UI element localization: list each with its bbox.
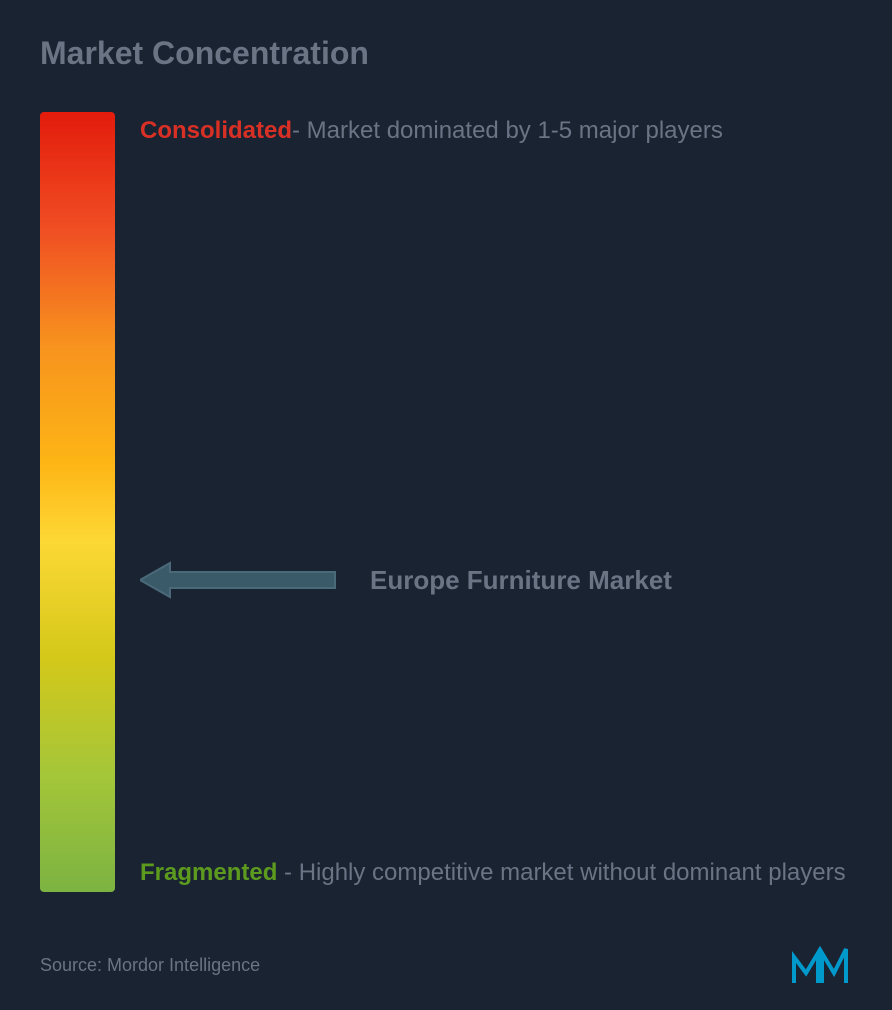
consolidated-text: Consolidated- Market dominated by 1-5 ma…: [140, 112, 852, 150]
fragmented-label: Fragmented: [140, 859, 277, 886]
footer: Source: Mordor Intelligence: [40, 945, 852, 985]
arrow-container: [140, 560, 340, 600]
arrow-left-icon: [140, 560, 340, 600]
consolidated-body: - Market dominated by 1-5 major players: [292, 117, 723, 144]
fragmented-body: - Highly competitive market without domi…: [277, 859, 845, 886]
logo: [792, 945, 852, 985]
consolidated-description: Consolidated- Market dominated by 1-5 ma…: [140, 112, 852, 150]
main-container: Market Concentration Consolidated- Marke…: [0, 0, 892, 1010]
content-area: Consolidated- Market dominated by 1-5 ma…: [40, 112, 852, 892]
market-pointer: Europe Furniture Market: [140, 560, 852, 600]
descriptions-panel: Consolidated- Market dominated by 1-5 ma…: [140, 112, 852, 892]
consolidated-label: Consolidated: [140, 117, 292, 144]
fragmented-description: Fragmented - Highly competitive market w…: [140, 854, 852, 892]
mordor-logo-icon: [792, 945, 852, 985]
market-label: Europe Furniture Market: [370, 565, 672, 596]
source-attribution: Source: Mordor Intelligence: [40, 955, 260, 976]
page-title: Market Concentration: [40, 35, 852, 72]
fragmented-text: Fragmented - Highly competitive market w…: [140, 854, 852, 892]
concentration-gradient-bar: [40, 112, 115, 892]
